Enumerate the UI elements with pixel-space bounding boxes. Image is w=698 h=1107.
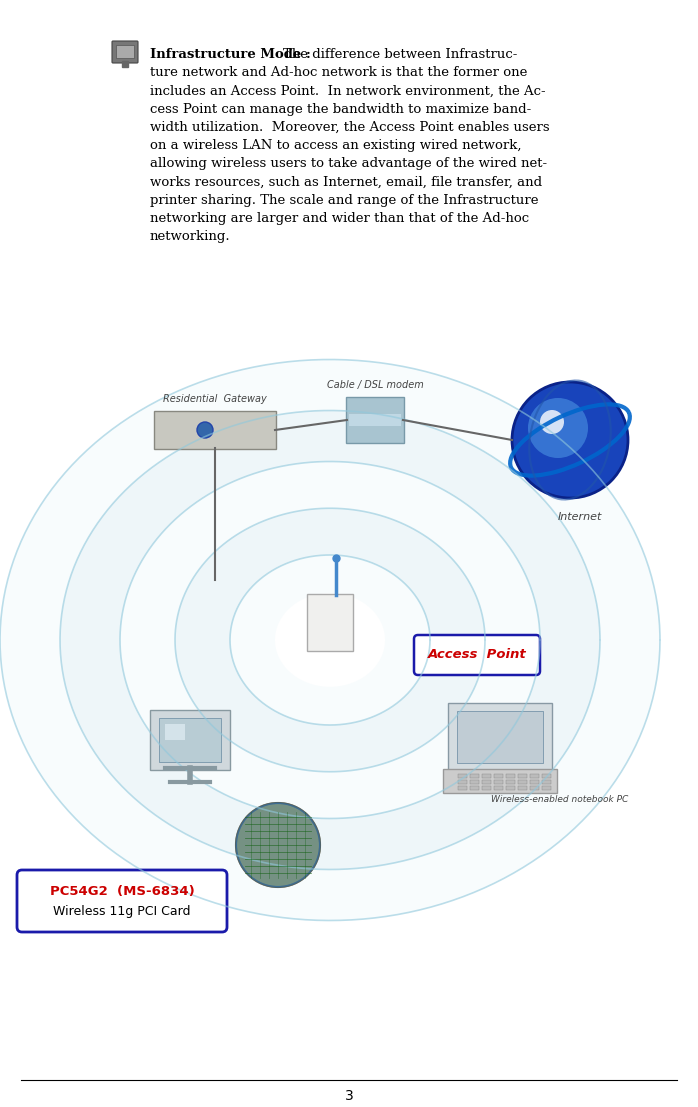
Text: printer sharing. The scale and range of the Infrastructure: printer sharing. The scale and range of … bbox=[150, 194, 538, 207]
FancyBboxPatch shape bbox=[542, 786, 551, 790]
FancyBboxPatch shape bbox=[482, 774, 491, 778]
FancyBboxPatch shape bbox=[112, 41, 138, 63]
FancyBboxPatch shape bbox=[159, 718, 221, 762]
FancyBboxPatch shape bbox=[505, 779, 515, 784]
PathPatch shape bbox=[120, 462, 540, 818]
Circle shape bbox=[236, 803, 320, 887]
FancyBboxPatch shape bbox=[458, 786, 467, 790]
FancyBboxPatch shape bbox=[493, 786, 503, 790]
Text: PC54G2  (MS-6834): PC54G2 (MS-6834) bbox=[50, 884, 194, 898]
FancyBboxPatch shape bbox=[518, 774, 527, 778]
Text: Cable / DSL modem: Cable / DSL modem bbox=[327, 380, 424, 390]
Text: ture network and Ad-hoc network is that the former one: ture network and Ad-hoc network is that … bbox=[150, 66, 528, 80]
FancyBboxPatch shape bbox=[518, 786, 527, 790]
FancyBboxPatch shape bbox=[530, 774, 540, 778]
FancyBboxPatch shape bbox=[530, 786, 540, 790]
FancyBboxPatch shape bbox=[505, 774, 515, 778]
FancyBboxPatch shape bbox=[505, 786, 515, 790]
FancyBboxPatch shape bbox=[116, 45, 134, 58]
Text: networking are larger and wider than that of the Ad-hoc: networking are larger and wider than tha… bbox=[150, 211, 529, 225]
FancyBboxPatch shape bbox=[443, 769, 557, 793]
Text: width utilization.  Moreover, the Access Point enables users: width utilization. Moreover, the Access … bbox=[150, 121, 549, 134]
FancyBboxPatch shape bbox=[150, 710, 230, 770]
PathPatch shape bbox=[0, 360, 660, 921]
FancyBboxPatch shape bbox=[165, 724, 185, 739]
FancyBboxPatch shape bbox=[346, 397, 404, 443]
FancyBboxPatch shape bbox=[470, 774, 480, 778]
FancyBboxPatch shape bbox=[493, 774, 503, 778]
Text: Residential  Gateway: Residential Gateway bbox=[163, 394, 267, 404]
FancyBboxPatch shape bbox=[448, 703, 552, 772]
Circle shape bbox=[540, 410, 564, 434]
Circle shape bbox=[528, 399, 588, 458]
FancyBboxPatch shape bbox=[307, 594, 353, 651]
FancyBboxPatch shape bbox=[17, 870, 227, 932]
FancyBboxPatch shape bbox=[542, 774, 551, 778]
FancyBboxPatch shape bbox=[457, 711, 543, 763]
Text: Infrastructure Mode :: Infrastructure Mode : bbox=[150, 48, 315, 61]
Circle shape bbox=[512, 382, 628, 498]
Text: Internet: Internet bbox=[558, 513, 602, 523]
FancyBboxPatch shape bbox=[349, 414, 401, 426]
FancyBboxPatch shape bbox=[470, 786, 480, 790]
FancyBboxPatch shape bbox=[518, 779, 527, 784]
PathPatch shape bbox=[60, 411, 600, 869]
Text: cess Point can manage the bandwidth to maximize band-: cess Point can manage the bandwidth to m… bbox=[150, 103, 531, 115]
Text: Wireless-enabled notebook PC: Wireless-enabled notebook PC bbox=[491, 795, 629, 804]
Text: Access  Point: Access Point bbox=[428, 649, 526, 662]
Text: The difference between Infrastruc-: The difference between Infrastruc- bbox=[283, 48, 517, 61]
Text: allowing wireless users to take advantage of the wired net-: allowing wireless users to take advantag… bbox=[150, 157, 547, 170]
FancyBboxPatch shape bbox=[530, 779, 540, 784]
Circle shape bbox=[236, 803, 320, 887]
FancyBboxPatch shape bbox=[458, 779, 467, 784]
Text: networking.: networking. bbox=[150, 230, 230, 244]
PathPatch shape bbox=[175, 508, 485, 772]
Text: 3: 3 bbox=[345, 1089, 353, 1103]
Text: on a wireless LAN to access an existing wired network,: on a wireless LAN to access an existing … bbox=[150, 139, 521, 152]
PathPatch shape bbox=[230, 555, 430, 725]
FancyBboxPatch shape bbox=[493, 779, 503, 784]
FancyBboxPatch shape bbox=[414, 635, 540, 675]
Text: works resources, such as Internet, email, file transfer, and: works resources, such as Internet, email… bbox=[150, 175, 542, 188]
Text: includes an Access Point.  In network environment, the Ac-: includes an Access Point. In network env… bbox=[150, 84, 546, 97]
Text: Wireless 11g PCI Card: Wireless 11g PCI Card bbox=[53, 904, 191, 918]
FancyBboxPatch shape bbox=[470, 779, 480, 784]
FancyBboxPatch shape bbox=[482, 786, 491, 790]
FancyBboxPatch shape bbox=[542, 779, 551, 784]
Circle shape bbox=[197, 422, 213, 438]
FancyBboxPatch shape bbox=[482, 779, 491, 784]
FancyBboxPatch shape bbox=[154, 411, 276, 449]
FancyBboxPatch shape bbox=[458, 774, 467, 778]
